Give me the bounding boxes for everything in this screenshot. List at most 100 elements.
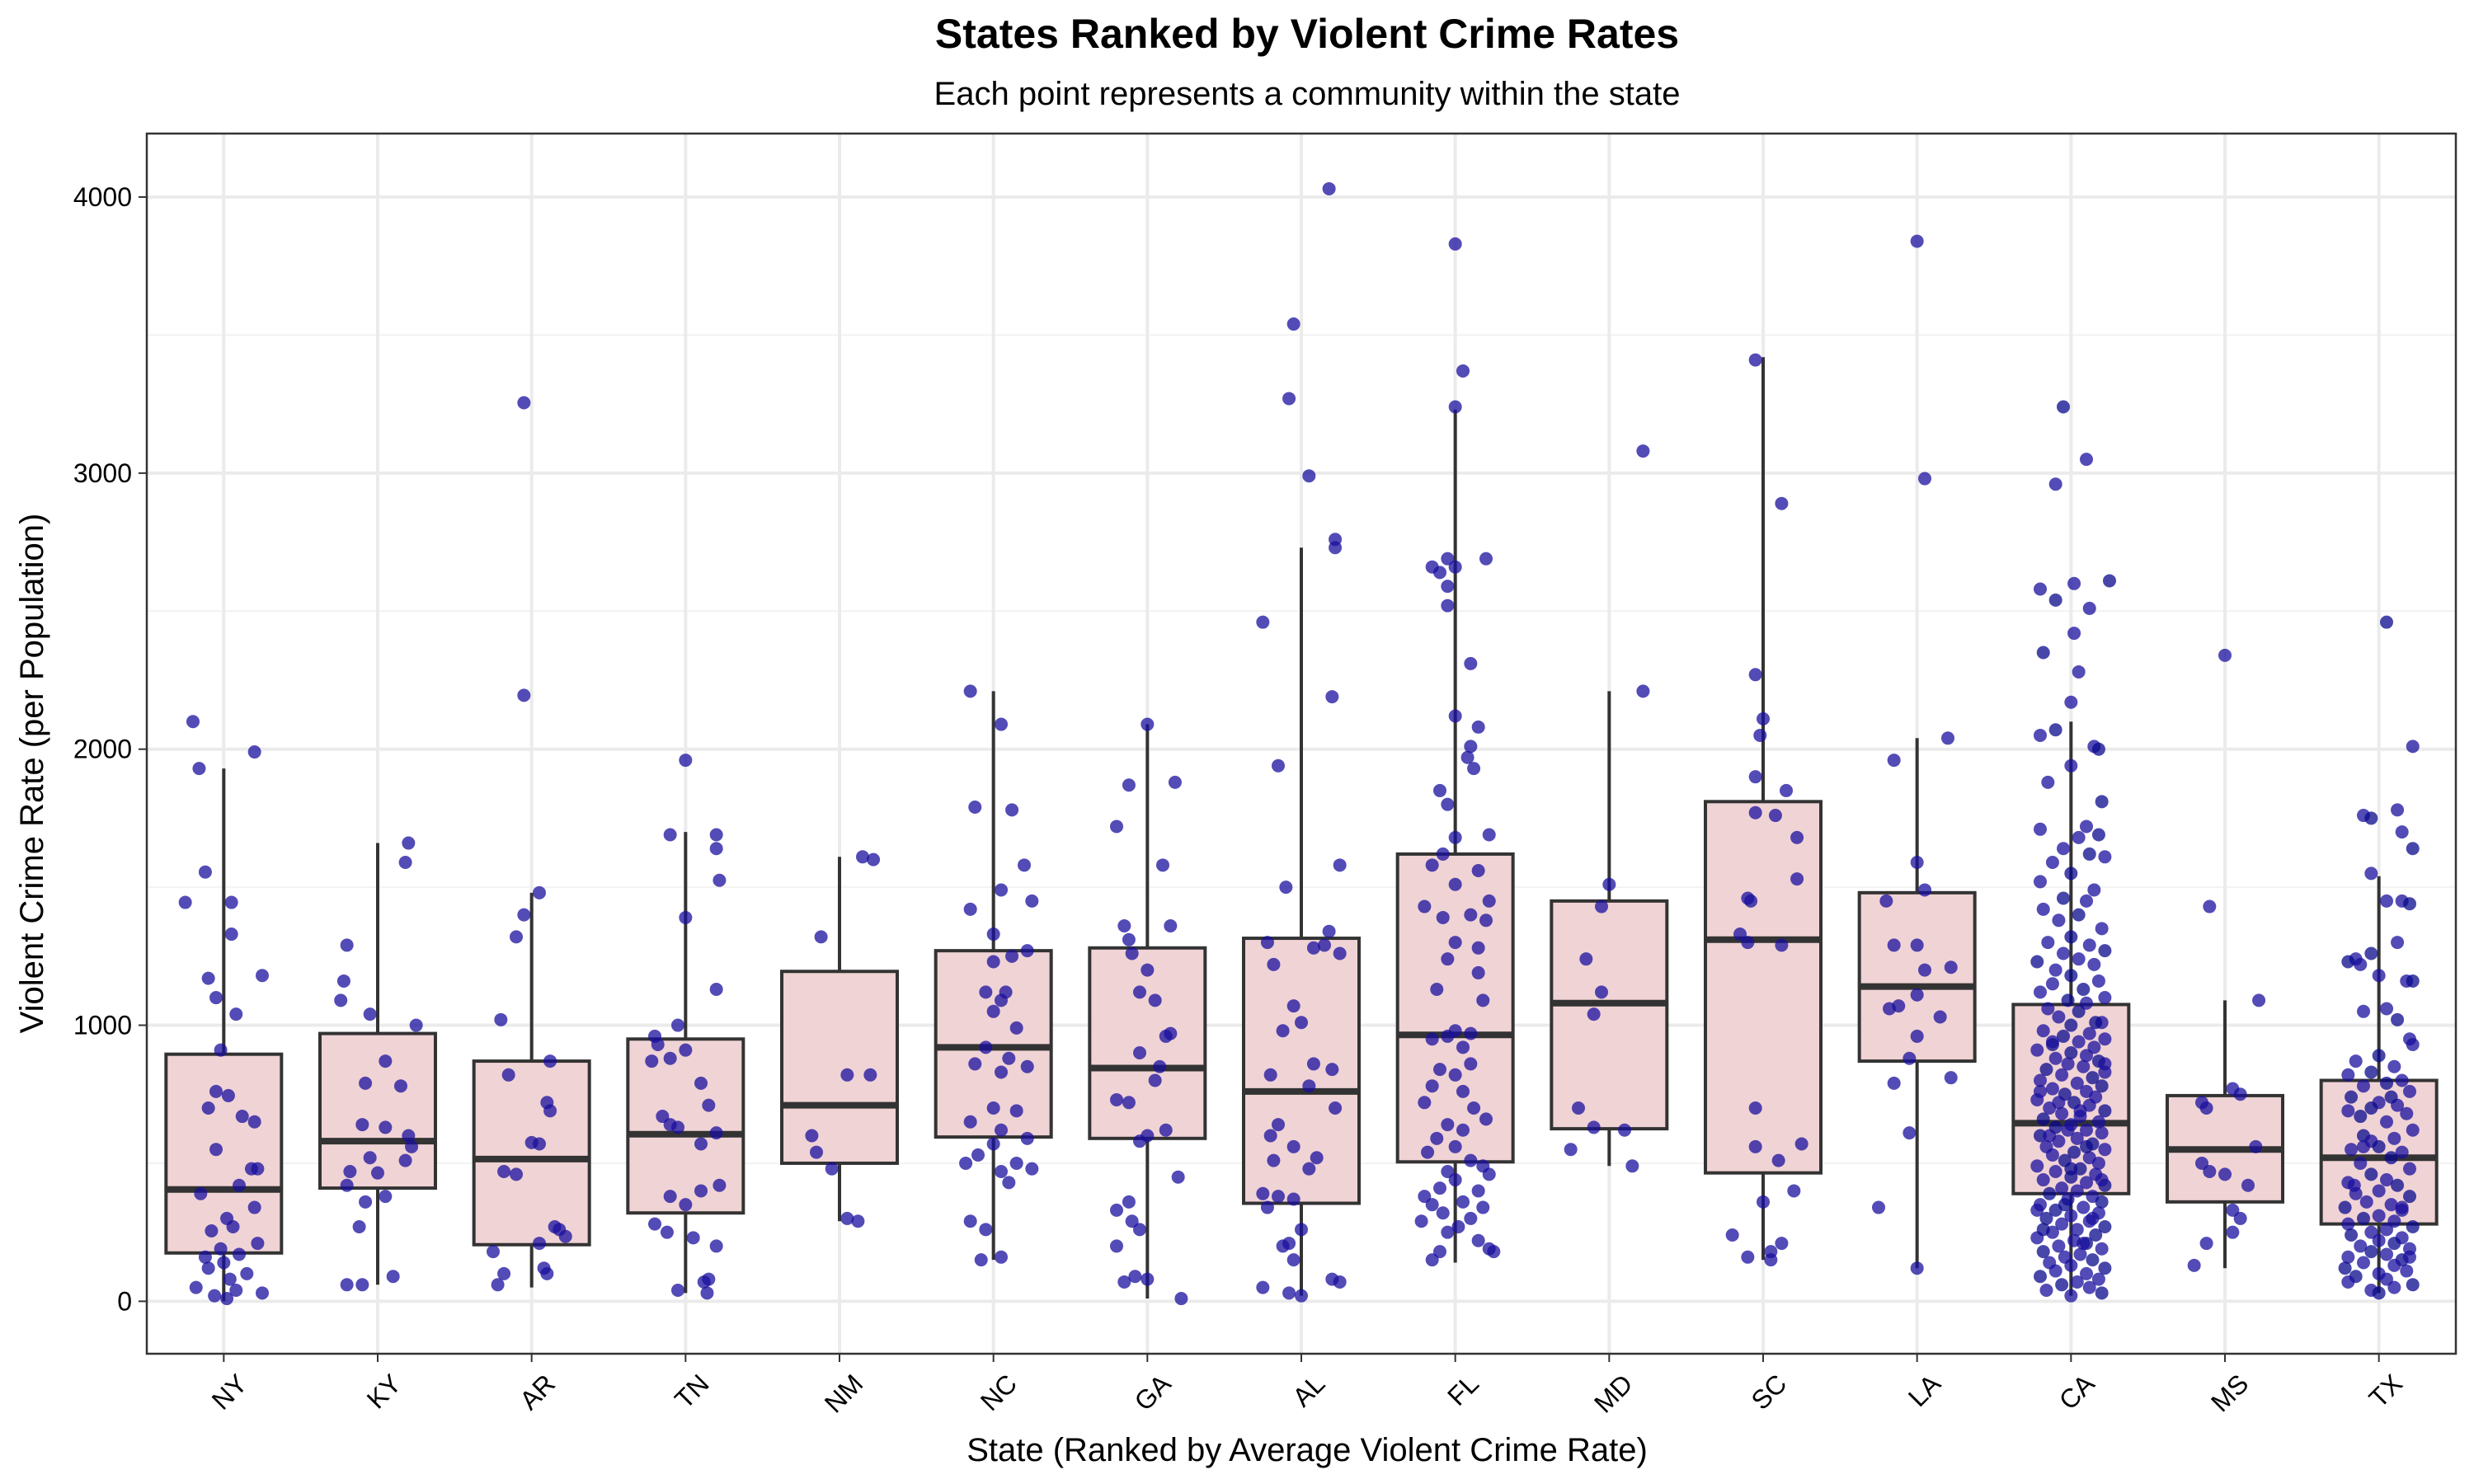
- data-point: [540, 1266, 554, 1280]
- data-point: [2364, 946, 2378, 960]
- data-point: [1579, 952, 1593, 966]
- data-point: [2036, 1245, 2050, 1259]
- data-point: [2199, 1237, 2213, 1251]
- data-point: [1286, 1253, 1300, 1267]
- data-point: [487, 1245, 500, 1259]
- data-point: [2406, 1219, 2420, 1233]
- data-point: [1159, 1029, 1173, 1043]
- data-point: [1256, 615, 1270, 629]
- data-point: [2347, 1178, 2361, 1192]
- data-point: [2030, 1203, 2044, 1217]
- data-point: [2395, 1073, 2409, 1087]
- data-point: [2406, 1123, 2420, 1137]
- data-point: [405, 1139, 419, 1153]
- data-point: [1282, 1286, 1296, 1300]
- data-point: [1748, 668, 1762, 682]
- data-point: [2387, 1237, 2401, 1251]
- data-point: [2391, 936, 2405, 950]
- data-point: [2030, 1159, 2044, 1173]
- data-point: [2070, 1076, 2084, 1090]
- data-point: [651, 1037, 665, 1051]
- data-point: [208, 1289, 222, 1303]
- x-tick-label: TN: [669, 1369, 715, 1415]
- data-point: [558, 1229, 572, 1243]
- data-point: [394, 1079, 407, 1093]
- data-point: [1482, 1167, 1496, 1181]
- data-point: [1433, 1245, 1446, 1259]
- data-point: [2041, 936, 2055, 950]
- x-tick-label: KY: [361, 1369, 407, 1415]
- data-point: [2384, 1151, 2398, 1165]
- data-point: [2400, 1106, 2414, 1120]
- data-point: [1295, 1223, 1308, 1237]
- data-point: [2187, 1258, 2201, 1272]
- data-point: [2226, 1225, 2240, 1239]
- data-point: [1159, 1123, 1173, 1137]
- data-point: [214, 1043, 228, 1057]
- data-point: [2098, 1032, 2112, 1046]
- data-point: [1448, 1068, 1462, 1082]
- data-point: [2341, 1104, 2355, 1118]
- data-point: [1433, 1181, 1446, 1195]
- data-point: [979, 985, 993, 999]
- data-point: [1295, 1289, 1308, 1303]
- data-point: [1872, 1200, 1885, 1214]
- data-point: [2080, 1139, 2093, 1153]
- data-point: [1910, 1261, 1924, 1275]
- data-point: [1333, 1275, 1347, 1289]
- data-point: [709, 828, 723, 842]
- data-point: [1757, 1195, 1770, 1209]
- data-point: [2345, 1143, 2359, 1157]
- data-point: [1110, 1203, 1123, 1217]
- data-point: [1476, 1200, 1490, 1214]
- data-point: [2403, 1250, 2416, 1264]
- y-axis-title: Violent Crime Rate (per Population): [14, 514, 50, 1034]
- data-point: [1286, 1139, 1300, 1153]
- data-point: [2249, 1139, 2263, 1153]
- data-point: [1748, 770, 1762, 784]
- data-point: [1487, 1245, 1501, 1259]
- box-iqr: [1088, 946, 1207, 1140]
- box-iqr: [1550, 899, 1669, 1131]
- data-point: [2403, 1162, 2416, 1176]
- data-point: [2380, 1076, 2393, 1090]
- data-point: [355, 1278, 369, 1292]
- data-point: [1153, 1059, 1167, 1073]
- data-point: [679, 910, 693, 924]
- data-point: [840, 1211, 854, 1225]
- data-point: [1002, 1176, 1016, 1190]
- data-point: [2077, 1237, 2091, 1251]
- data-point: [233, 1247, 246, 1261]
- data-point: [334, 993, 348, 1007]
- data-point: [2086, 1211, 2100, 1225]
- data-point: [1117, 1275, 1131, 1289]
- data-point: [1918, 883, 1931, 897]
- data-point: [986, 928, 1000, 942]
- data-point: [1333, 858, 1347, 872]
- chart-title: States Ranked by Violent Crime Rates: [935, 11, 1679, 57]
- data-point: [825, 1162, 839, 1176]
- data-point: [2087, 1040, 2101, 1054]
- data-point: [340, 1178, 354, 1192]
- chart-subtitle: Each point represents a community within…: [934, 76, 1681, 112]
- x-tick-label: NY: [206, 1369, 253, 1416]
- data-point: [986, 1101, 1000, 1115]
- data-point: [2039, 1211, 2053, 1225]
- data-point: [2043, 1129, 2057, 1143]
- data-point: [497, 1165, 511, 1179]
- data-point: [1479, 913, 1493, 928]
- data-point: [1122, 1096, 1136, 1110]
- data-point: [2057, 842, 2070, 856]
- data-point: [2380, 1272, 2393, 1286]
- data-point: [2357, 1256, 2370, 1270]
- data-point: [2380, 1173, 2393, 1187]
- data-point: [1272, 1190, 1285, 1204]
- data-point: [2095, 1126, 2109, 1140]
- x-tick-label: GA: [1129, 1368, 1178, 1416]
- data-point: [1933, 1010, 1947, 1024]
- data-point: [1790, 830, 1804, 844]
- data-point: [2036, 1024, 2050, 1038]
- data-point: [2048, 477, 2062, 491]
- data-point: [1479, 552, 1493, 566]
- data-point: [398, 855, 412, 869]
